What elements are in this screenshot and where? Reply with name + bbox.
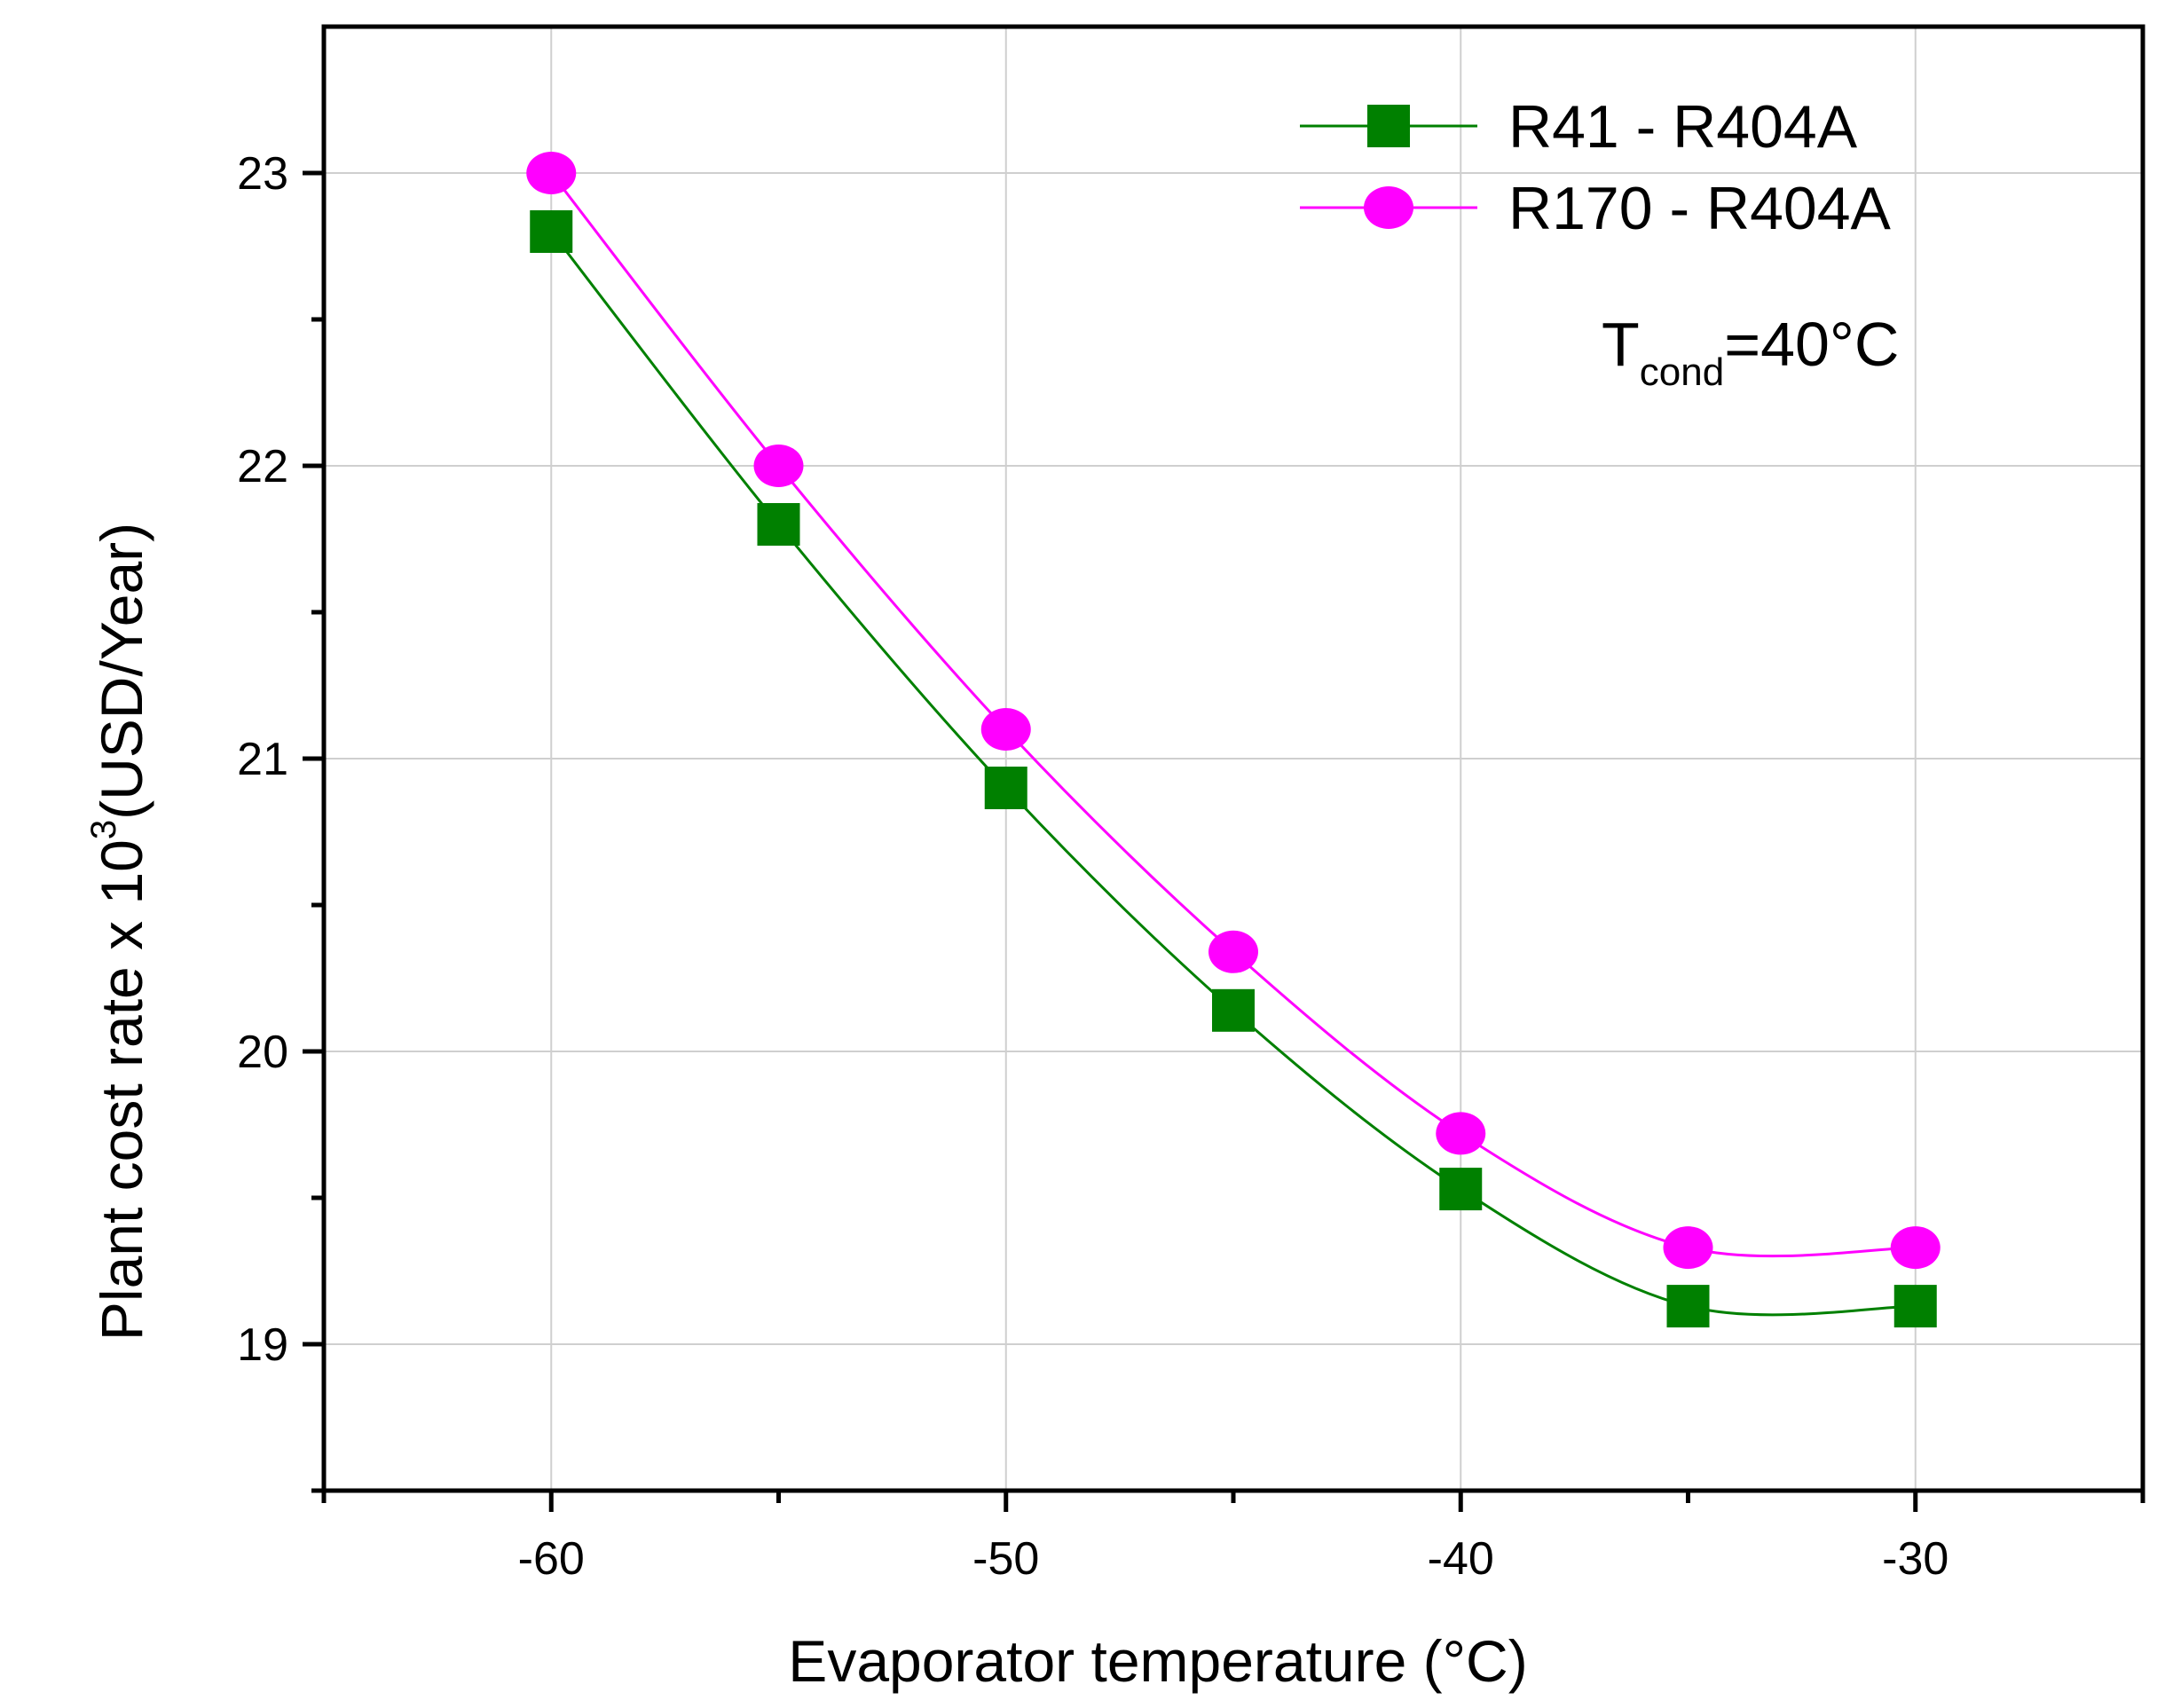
legend-label-r170: R170 - R404A [1508, 175, 1892, 242]
annotation-main: T [1602, 310, 1640, 379]
y-axis-title-superscript: 3 [84, 820, 123, 839]
series-r170-r404a [526, 152, 1941, 1270]
data-point-circle [526, 152, 577, 194]
series-line [550, 231, 1916, 1317]
y-tick-label: 20 [237, 1027, 288, 1078]
x-tick-label: -60 [518, 1533, 585, 1585]
legend-label-r41: R41 - R404A [1508, 93, 1858, 161]
y-tick-label: 23 [237, 148, 288, 200]
legend-marker-square [1367, 105, 1410, 147]
y-tick-label: 22 [237, 441, 288, 492]
data-point-square [984, 767, 1027, 809]
data-point-square [1893, 1285, 1937, 1328]
data-point-circle [1208, 930, 1258, 973]
grid [324, 27, 2143, 1491]
data-point-circle [753, 445, 804, 487]
y-tick-label: 21 [237, 734, 288, 785]
data-point-square [1212, 988, 1255, 1032]
data-point-square [530, 210, 573, 253]
y-tick-label: 19 [237, 1319, 288, 1371]
x-tick-label: -50 [972, 1533, 1039, 1585]
legend-marker-circle [1364, 186, 1413, 229]
x-tick-label: -30 [1882, 1533, 1948, 1585]
y-axis-title: Plant cost rate x 103(USD/Year) [84, 523, 154, 1341]
data-point-square [757, 503, 800, 546]
condenser-temperature-annotation: Tcond=40°C [1602, 310, 1899, 394]
ticks: -60 -50 -40 -30 19 20 21 22 23 [237, 148, 2145, 1585]
data-point-circle [1890, 1226, 1941, 1270]
y-axis-title-group: Plant cost rate x 103(USD/Year) [84, 523, 154, 1341]
legend: R41 - R404A R170 - R404A [1300, 93, 1892, 242]
series-r41-r404a [530, 210, 1937, 1328]
series-line [550, 172, 1916, 1258]
data-point-square [1666, 1285, 1710, 1328]
data-point-circle [980, 708, 1031, 751]
y-axis-title-unit: (USD/Year) [89, 523, 154, 820]
data-point-circle [1663, 1226, 1713, 1270]
data-point-square [1439, 1168, 1483, 1211]
y-axis-title-main: Plant cost rate x 10 [89, 839, 154, 1341]
annotation-value: =40°C [1724, 310, 1899, 379]
x-axis-title: Evaporator temperature (°C) [788, 1628, 1527, 1694]
data-point-circle [1436, 1112, 1486, 1155]
annotation-subscript: cond [1640, 350, 1724, 394]
series-layer [526, 152, 1941, 1328]
x-tick-label: -40 [1428, 1533, 1494, 1585]
